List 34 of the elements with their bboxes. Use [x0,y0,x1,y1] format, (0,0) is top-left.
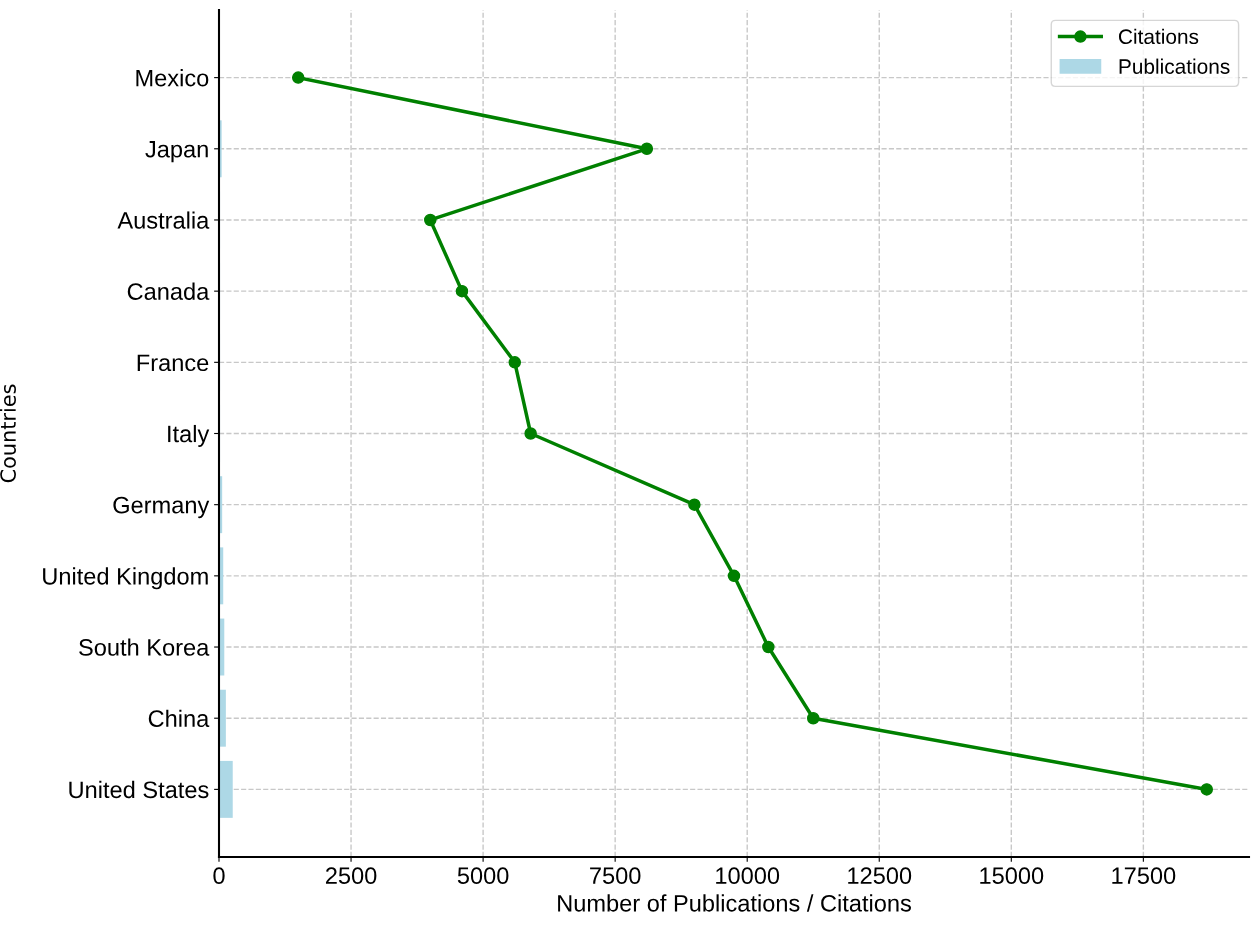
y-tick-label: United States [69,780,209,799]
x-tick-label: 7500 [590,867,641,885]
y-tick-label: Australia [117,211,210,229]
y-tick-label: Germany [113,496,210,519]
legend-label: Citations [1118,28,1199,45]
point [424,213,437,227]
point [291,71,305,84]
y-tick-label: South Korea [79,638,210,656]
legend-label: Publications [1119,58,1230,74]
y-tick-label: Japan [145,141,208,163]
x-tick-label: 5000 [457,867,509,885]
y-tick-label: Italy [168,424,210,447]
y-tick-label: Canada [127,282,210,300]
point [688,498,701,511]
point [762,640,775,654]
x-tick-label: 12500 [848,867,912,885]
x-tick-label: 17500 [1112,867,1176,885]
point [524,427,537,440]
x-tick-label: 10000 [716,867,780,885]
y-axis-title: Countries [0,384,16,483]
point [640,142,654,156]
point [727,569,741,583]
x-axis-title: Number of Publications / Citations [558,894,911,912]
x-tick-label: 15000 [980,867,1044,885]
point [1200,783,1213,796]
y-tick-label: Mexico [136,69,209,87]
point [455,284,469,298]
x-tick-label: 2500 [325,867,377,885]
y-tick-label: United Kingdom [43,567,208,590]
point [806,711,820,725]
y-tick-label: France [137,354,209,372]
x-tick-label: 0 [213,867,225,885]
point [508,356,522,369]
y-tick-label: China [148,709,210,727]
